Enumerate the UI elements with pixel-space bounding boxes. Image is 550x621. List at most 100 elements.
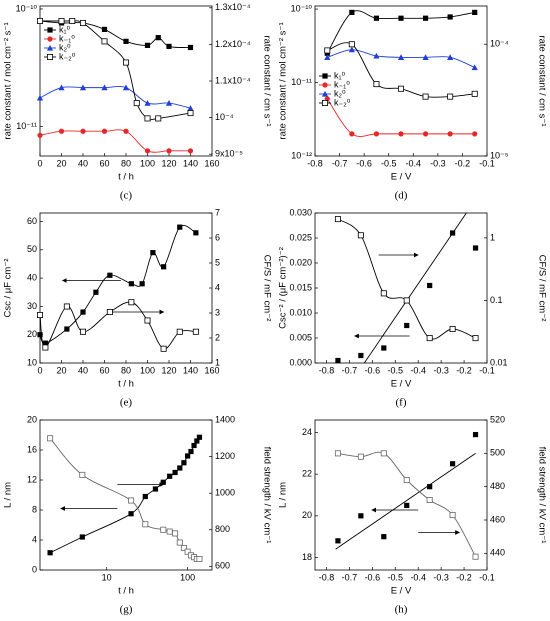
marker <box>144 317 151 324</box>
y2-tick-label: 10⁻⁴ <box>215 112 234 122</box>
panel: -0.8 -0.7 -0.6 -0.5 -0.4 -0.3 -0.2 -0.1 10⁻¹² 10⁻… <box>278 3 548 201</box>
x-tick-label: 60 <box>99 158 109 168</box>
marker <box>79 84 87 91</box>
marker <box>142 521 149 528</box>
y2-tick-label: 10⁻⁵ <box>490 150 509 160</box>
marker <box>422 131 429 137</box>
marker <box>349 9 355 16</box>
marker <box>322 100 329 107</box>
legend-label: k₋₂⁰ <box>59 51 76 61</box>
x-tick-label: -0.8 <box>319 365 335 375</box>
x-axis-label: t / h <box>118 379 134 390</box>
x-tick-label: -0.4 <box>410 572 426 582</box>
marker <box>447 14 453 20</box>
y2-tick-label: 800 <box>215 524 230 534</box>
y2-tick-label: 480 <box>490 481 505 491</box>
marker <box>373 131 380 137</box>
caption: (c) <box>120 190 133 202</box>
marker <box>69 17 76 24</box>
x-tick-label: -0.8 <box>319 572 335 582</box>
marker <box>335 357 341 364</box>
marker <box>58 17 65 24</box>
y-tick-label: 50 <box>27 244 37 254</box>
y2-tick-label: 1000 <box>215 488 235 498</box>
x-tick-label: 10 <box>102 572 112 582</box>
marker <box>128 511 134 517</box>
marker <box>398 85 405 92</box>
x-tick-label: -0.7 <box>342 572 358 582</box>
x-tick-label: -0.6 <box>356 158 372 168</box>
marker <box>404 502 410 509</box>
marker <box>46 44 54 51</box>
marker <box>160 479 166 485</box>
marker <box>324 54 331 60</box>
series-line <box>39 301 196 350</box>
marker <box>155 35 161 41</box>
x-tick-label: -0.7 <box>332 158 348 168</box>
legend-label: k₂⁰ <box>334 88 346 98</box>
marker <box>177 465 183 471</box>
x-tick-label: -0.2 <box>455 158 471 168</box>
plot-frame <box>314 419 488 571</box>
marker <box>187 110 194 117</box>
marker <box>64 326 70 332</box>
marker <box>160 526 167 533</box>
y-tick-label: 0.005 <box>289 332 312 342</box>
y-tick-label: 10 <box>27 357 37 367</box>
marker <box>37 132 43 138</box>
y2-tick-label: 1400 <box>215 414 235 424</box>
y-tick-label: 0.015 <box>289 282 312 292</box>
x-tick-label: 40 <box>78 365 88 375</box>
y2-tick-label: 10⁻⁴ <box>490 39 509 49</box>
x-tick-label: 0 <box>37 158 42 168</box>
x-tick-label: 100 <box>140 158 155 168</box>
marker <box>334 216 341 223</box>
marker <box>47 27 53 33</box>
x-tick-label: 80 <box>121 365 131 375</box>
y-axis-label: L / nm <box>3 482 14 508</box>
x-tick-label: 60 <box>99 365 109 375</box>
marker <box>139 281 145 287</box>
plot-frame <box>39 419 213 571</box>
y-tick-label: 30 <box>27 301 37 311</box>
y2-axis-label: field strength / kV cm⁻¹ <box>536 447 547 544</box>
y-tick-label: 40 <box>27 272 37 282</box>
y2-tick-label: 1200 <box>215 451 235 461</box>
marker <box>194 438 200 444</box>
marker <box>123 38 129 44</box>
marker <box>193 230 199 236</box>
marker <box>472 431 479 438</box>
marker <box>79 534 85 540</box>
y-tick-label: 10⁻¹⁰ <box>16 3 38 13</box>
marker <box>133 100 140 107</box>
marker <box>106 309 113 316</box>
marker <box>80 328 87 335</box>
marker <box>37 312 44 319</box>
marker <box>181 460 187 466</box>
marker <box>128 281 134 287</box>
marker <box>471 64 478 71</box>
y2-tick-label: 1.1x10⁻⁴ <box>215 75 251 85</box>
marker <box>122 84 130 91</box>
marker <box>380 450 387 457</box>
y-tick-label: 10⁻¹¹ <box>16 121 37 131</box>
marker <box>172 469 178 476</box>
marker <box>37 332 43 338</box>
marker <box>101 128 108 134</box>
marker <box>152 486 159 492</box>
y-tick-label: 8 <box>32 504 37 514</box>
marker <box>397 54 405 60</box>
marker <box>101 38 108 45</box>
marker <box>472 9 478 16</box>
y-tick-label: 16 <box>27 444 37 454</box>
marker <box>187 148 194 154</box>
y2-tick-label: 1.2x10⁻⁴ <box>215 39 251 49</box>
marker <box>381 345 387 351</box>
y2-tick-label: 600 <box>215 561 230 571</box>
marker <box>403 477 410 484</box>
marker <box>47 435 54 442</box>
x-axis-label: E / V <box>391 379 412 390</box>
y2-tick-label: 520 <box>490 414 505 424</box>
panel: 0 20 40 60 80 100 120 140 160 10⁻¹⁰ 10⁻¹¹ 9x10⁻⁵ 10⁻… <box>3 2 273 201</box>
